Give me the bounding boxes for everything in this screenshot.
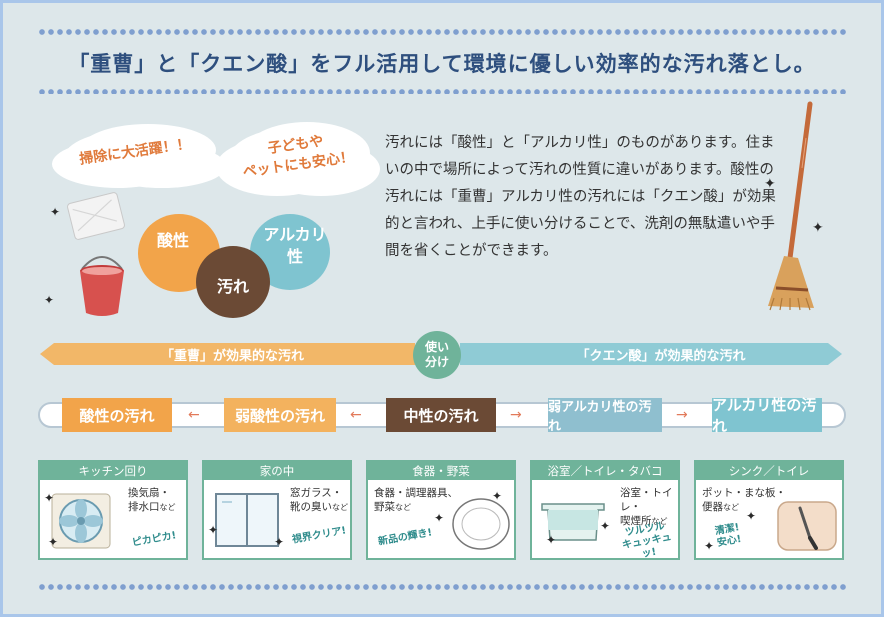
sparkle-icon: ✦ [600,519,611,533]
card-text-line1: 浴室・トイレ・ [620,487,673,513]
card-header: 食器・野菜 [368,462,514,480]
venn-alkali-label-1: アルカリ [263,225,327,244]
broom-icon [762,98,822,322]
card-text-suffix: など [332,503,348,512]
card-header: 家の中 [204,462,350,480]
card-bath: 浴室／トイレ・タバコ 浴室・トイレ・ 喫煙所など ツルツル キュッキュッ! ✦ … [530,460,680,560]
sparkle-icon: ✦ [434,511,445,525]
card-text-line1: 換気扇・ [128,487,170,499]
scale-arrow-4: → [676,407,688,423]
card-text-line1: 食器・調理器具、 [374,487,458,499]
venn-dirt-circle: 汚れ [196,246,270,318]
sparkle-icon: ✦ [274,535,285,549]
sparkle-icon: ✦ [50,205,61,219]
scale-weak-acidic: 弱酸性の汚れ [224,398,336,432]
scale-arrow-2: ← [350,407,362,423]
card-text: 換気扇・ 排水口など [128,486,176,515]
card-text: 食器・調理器具、 野菜など [374,486,458,515]
sparkle-icon: ✦ [812,220,824,236]
bubble-right [228,128,358,194]
card-text-line1: ポット・まな板・ [702,487,786,499]
scale-weak-alkaline: 弱アルカリ性の汚れ [548,398,662,434]
card-text-line1: 窓ガラス・ [290,487,343,499]
card-text: 窓ガラス・ 靴の臭いなど [290,486,348,515]
card-text: ポット・まな板・ 便器など [702,486,786,515]
scale-alkaline: アルカリ性の汚れ [712,396,822,435]
card-note: 新品の輝き! [377,527,434,548]
card-header: キッチン回り [40,462,186,480]
fan-icon [50,492,112,554]
sparkle-icon: ✦ [492,489,503,503]
card-house: 家の中 窓ガラス・ 靴の臭いなど 視界クリア! ✦ ✦ [202,460,352,560]
baking-soda-label: 「重曹」が効果的な汚れ [160,348,304,364]
bottom-dot-border [38,583,846,591]
card-text-suffix: など [159,503,176,512]
citric-acid-label: 「クエン酸」が効果的な汚れ [576,348,746,364]
sparkle-icon: ✦ [44,293,55,307]
card-note-line2: 安心! [716,533,743,549]
bubble-left [64,130,204,186]
bucket-icon [72,255,132,323]
card-text-suffix: など [651,517,668,526]
card-text-suffix: など [723,503,739,512]
card-note: 清潔! 安心! [714,522,742,550]
card-note: ピカピカ! [131,530,178,549]
scale-acidic: 酸性の汚れ [62,398,172,432]
card-text-suffix: など [395,503,411,512]
description-text: 汚れには「酸性」と「アルカリ性」のものがあります。住まいの中で場所によって汚れの… [385,135,776,259]
plate-icon [450,496,512,556]
venn-dirt-label: 汚れ [216,277,249,296]
sparkle-icon: ✦ [208,523,219,537]
scale-arrow-1: ← [188,407,200,423]
card-text-line2: 野菜 [374,501,395,513]
sparkle-icon: ✦ [764,176,776,192]
card-sink: シンク／トイレ ポット・まな板・ 便器など 清潔! 安心! ✦ ✦ [694,460,844,560]
card-dishes: 食器・野菜 食器・調理器具、 野菜など 新品の輝き! ✦ ✦ [366,460,516,560]
usage-center-badge: 使い 分け [413,331,461,379]
sparkle-icon: ✦ [546,533,557,547]
sponge-icon [66,191,126,241]
card-kitchen: キッチン回り 換気扇・ 排水口など ピカピカ! ✦ ✦ [38,460,188,560]
baking-soda-arrow: 「重曹」が効果的な汚れ [40,343,415,365]
card-text-line2: 便器 [702,501,723,513]
card-text: 浴室・トイレ・ 喫煙所など [620,486,678,529]
usage-center-line2: 分け [424,355,449,369]
card-note: 視界クリア! [291,525,348,546]
venn-alkali-label-2: 性 [286,247,303,266]
scale-arrow-3: → [510,407,522,423]
venn-acid-label: 酸性 [156,231,189,250]
sparkle-icon: ✦ [746,509,757,523]
citric-acid-arrow: 「クエン酸」が効果的な汚れ [460,343,842,365]
sparkle-icon: ✦ [44,491,55,505]
cutting-board-icon [774,498,840,558]
card-text-line2: 靴の臭い [290,501,332,513]
sparkle-icon: ✦ [704,539,715,553]
card-text-line2: 喫煙所 [620,515,652,527]
usage-center-line1: 使い [424,340,449,354]
window-icon [214,492,280,552]
title-underline [38,88,846,94]
card-header: シンク／トイレ [696,462,842,480]
card-text-line2: 排水口 [128,501,160,513]
page-title: 「重曹」と「クエン酸」をフル活用して環境に優しい効率的な汚れ落とし。 [68,52,816,76]
scale-neutral: 中性の汚れ [386,398,496,432]
card-header: 浴室／トイレ・タバコ [532,462,678,480]
bathtub-icon [538,496,608,548]
top-dot-border [38,28,846,36]
sparkle-icon: ✦ [48,535,59,549]
